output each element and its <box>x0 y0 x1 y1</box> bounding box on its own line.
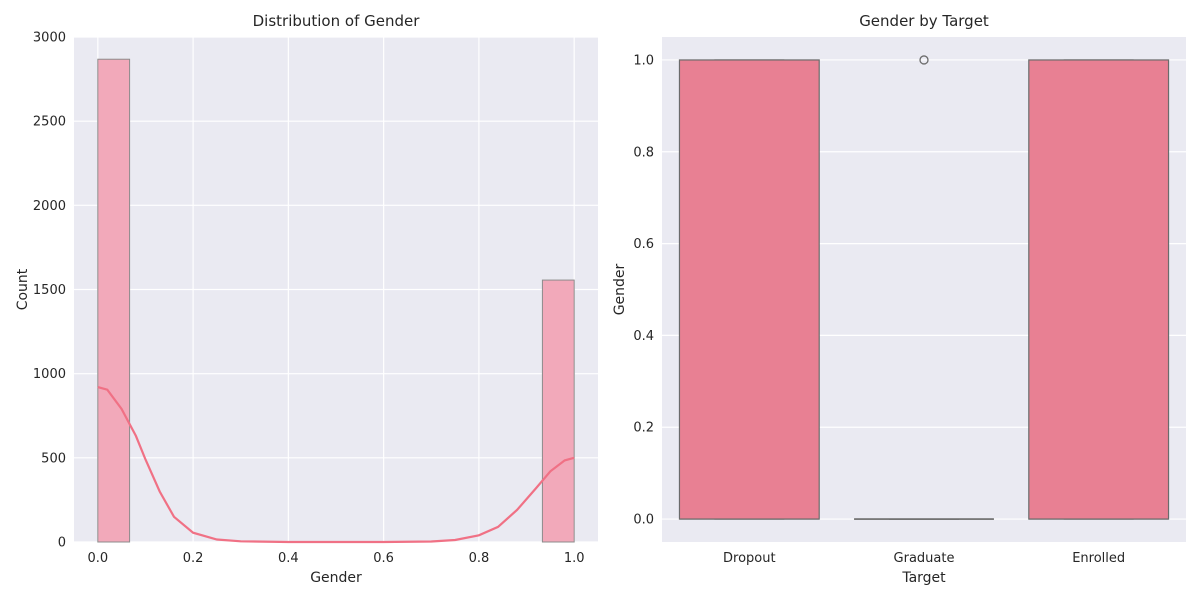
box-enrolled <box>1028 59 1170 520</box>
box-graduate <box>854 55 994 520</box>
x-tick-label: 0.6 <box>373 551 394 566</box>
histogram-panel: 0.0 0.2 0.4 0.6 0.8 1.0 0 500 1000 1500 2000 2500 3… <box>15 12 598 586</box>
y-tick-label: 0.0 <box>633 513 654 528</box>
x-tick-label: 1.0 <box>564 551 585 566</box>
histogram-title: Distribution of Gender <box>253 12 421 30</box>
y-tick-label: 0.6 <box>633 237 654 252</box>
histogram-x-label: Gender <box>310 570 362 586</box>
y-tick-label: 1.0 <box>633 53 654 68</box>
box-body <box>1028 59 1170 520</box>
y-tick-label: 0.4 <box>633 329 654 344</box>
y-tick-label: 500 <box>41 451 66 466</box>
boxplot-title: Gender by Target <box>859 12 989 30</box>
boxplot-x-ticks: Dropout Graduate Enrolled <box>723 551 1125 566</box>
boxplot-y-label: Gender <box>612 263 628 315</box>
x-tick-label: 0.4 <box>278 551 299 566</box>
histogram-bars <box>97 58 575 543</box>
box-dropout <box>678 59 820 520</box>
box-body <box>678 59 820 520</box>
kde-line <box>97 386 575 544</box>
x-tick-label: Dropout <box>723 551 776 566</box>
histogram-y-ticks: 0 500 1000 1500 2000 2500 3000 <box>33 31 66 551</box>
y-tick-label: 3000 <box>33 31 66 46</box>
boxplot-boxes <box>678 55 1170 520</box>
y-tick-label: 2500 <box>33 115 66 130</box>
x-tick-label: 0.0 <box>87 551 108 566</box>
histogram-grid <box>74 36 598 543</box>
boxplot-x-label: Target <box>901 570 946 586</box>
x-tick-label: 0.2 <box>183 551 204 566</box>
x-tick-label: Enrolled <box>1072 551 1125 566</box>
y-tick-label: 2000 <box>33 199 66 214</box>
boxplot-y-ticks: 0.0 0.2 0.4 0.6 0.8 1.0 <box>633 53 654 527</box>
histogram-bar <box>97 58 131 543</box>
histogram-y-label: Count <box>15 268 31 310</box>
x-tick-label: 0.8 <box>469 551 490 566</box>
y-tick-label: 1000 <box>33 367 66 382</box>
x-tick-label: Graduate <box>894 551 955 566</box>
histogram-bar <box>541 279 575 543</box>
y-tick-label: 0 <box>58 536 66 551</box>
y-tick-label: 0.2 <box>633 421 654 436</box>
boxplot-panel: Dropout Graduate Enrolled 0.0 0.2 0.4 0.6 0.8 1… <box>612 12 1186 586</box>
y-tick-label: 0.8 <box>633 145 654 160</box>
box-outlier <box>919 55 929 65</box>
histogram-x-ticks: 0.0 0.2 0.4 0.6 0.8 1.0 <box>87 551 584 566</box>
y-tick-label: 1500 <box>33 283 66 298</box>
